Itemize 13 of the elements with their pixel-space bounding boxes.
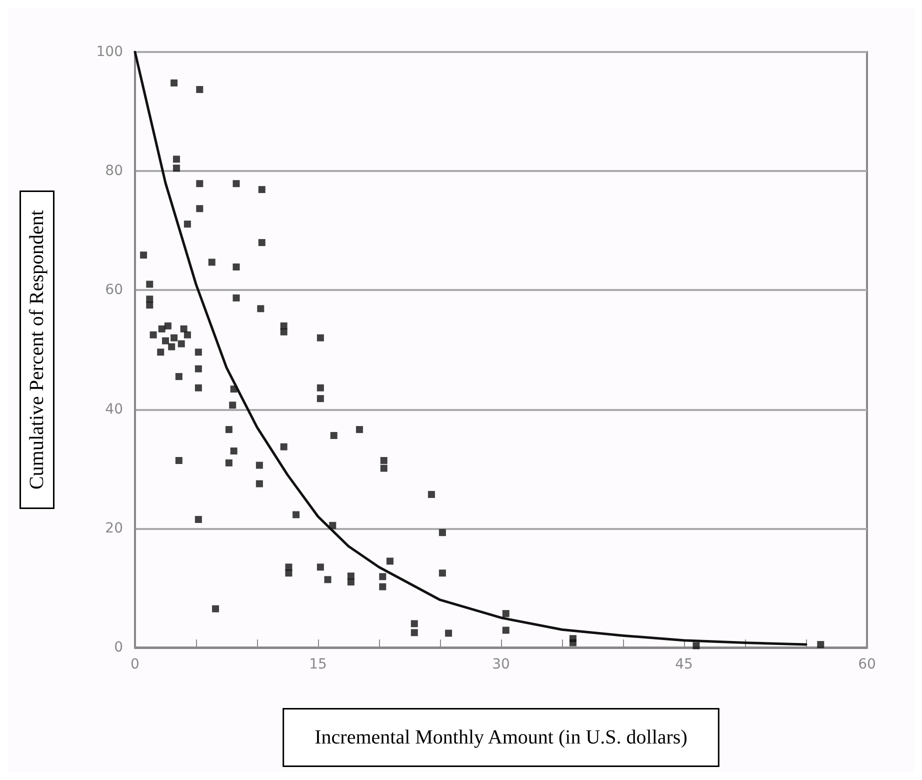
y-tick-label: 0	[114, 640, 123, 656]
x-tick-label: 30	[492, 656, 510, 672]
x-tick-label: 45	[675, 656, 693, 672]
y-tick-label: 60	[105, 282, 123, 298]
x-tick-label: 60	[858, 656, 876, 672]
x-axis-title: Incremental Monthly Amount (in U.S. dollars)	[314, 726, 688, 748]
x-tick-label: 0	[130, 656, 140, 672]
y-tick-label: 20	[105, 520, 123, 536]
y-tick-label: 80	[105, 163, 123, 180]
y-tick-label: 100	[96, 44, 123, 60]
x-tick-label: 15	[309, 656, 327, 672]
y-axis-title: Cumulative Percent of Respondent	[26, 210, 48, 490]
y-tick-label: 40	[105, 401, 123, 418]
